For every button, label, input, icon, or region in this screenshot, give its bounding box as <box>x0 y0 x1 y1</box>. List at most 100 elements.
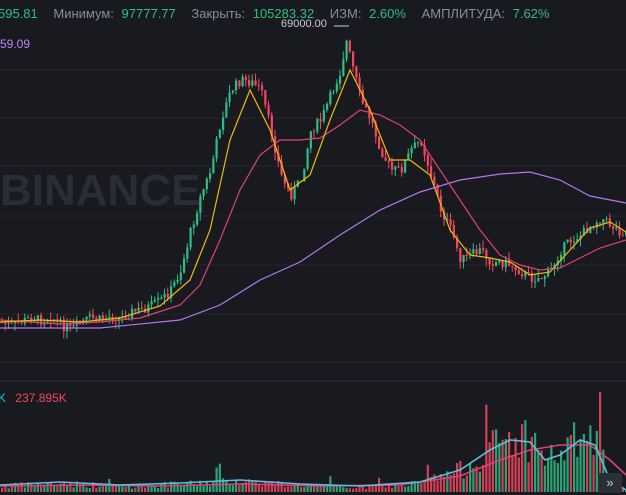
candle <box>157 298 160 300</box>
volume-bar <box>170 481 173 492</box>
volume-bar <box>368 486 371 492</box>
volume-bar <box>621 488 624 492</box>
ma-slow-line <box>0 171 626 329</box>
volume-bar <box>569 435 572 492</box>
volume-bar <box>478 471 481 492</box>
candle <box>293 187 296 200</box>
volume-bar <box>498 442 501 492</box>
volume-bar <box>433 474 436 492</box>
volume-bar <box>270 481 273 492</box>
candle <box>365 103 368 108</box>
candle <box>173 282 176 287</box>
candle <box>410 148 413 154</box>
volume-bar <box>140 486 143 492</box>
candle <box>345 40 348 60</box>
candle <box>228 92 231 103</box>
volume-bar <box>14 483 17 492</box>
volume-bar <box>287 486 290 492</box>
volume-bar <box>49 481 52 492</box>
volume-bar <box>1 487 4 492</box>
volume-bar <box>212 481 215 492</box>
volume-bar <box>313 484 316 492</box>
candle <box>615 227 618 229</box>
volume-bar <box>452 473 455 492</box>
volume-bar <box>508 431 511 492</box>
volume-bar <box>118 486 121 492</box>
volume-bar <box>166 487 169 492</box>
volume-bar <box>322 484 325 492</box>
volume-bar <box>10 485 13 492</box>
volume-bar <box>547 457 550 492</box>
candle <box>384 157 387 161</box>
volume-bar <box>196 485 199 492</box>
volume-bar <box>495 429 498 492</box>
candle <box>1 322 4 323</box>
candle <box>449 219 452 225</box>
volume-bar <box>98 486 101 492</box>
volume-bar <box>56 485 59 492</box>
candle <box>322 109 325 122</box>
candle <box>433 176 436 185</box>
candle <box>36 315 39 322</box>
candle <box>254 80 257 86</box>
volume-bar <box>316 485 319 492</box>
volume-bar <box>124 487 127 492</box>
volume-bar <box>251 480 254 492</box>
volume-bar <box>290 486 293 492</box>
candle <box>527 271 530 273</box>
volume-bar <box>501 439 504 492</box>
volume-bar <box>446 471 449 492</box>
volume-bar <box>173 481 176 492</box>
candle <box>612 226 615 229</box>
volume-bar <box>121 486 124 492</box>
candle <box>251 80 254 86</box>
candle <box>420 142 423 146</box>
volume-bar <box>27 482 30 492</box>
volume-bar <box>36 483 39 492</box>
close-value: 105283.32 <box>252 6 315 21</box>
candle <box>569 239 572 243</box>
volume-bar <box>530 436 533 492</box>
volume-bar <box>134 487 137 492</box>
candle <box>339 75 342 84</box>
close-label: Закрыть: <box>191 6 246 21</box>
double-chevron-right-icon[interactable]: » <box>598 473 622 493</box>
volume-bar <box>540 450 543 492</box>
candle <box>498 260 501 263</box>
candle <box>121 316 124 318</box>
candle <box>595 222 598 228</box>
candle <box>589 226 592 234</box>
volume-bar <box>238 485 241 492</box>
volume-bar <box>426 464 429 492</box>
volume-bar <box>566 437 569 492</box>
volume-bar <box>374 485 377 492</box>
volume-bar <box>436 480 439 492</box>
candle <box>280 161 283 175</box>
volume-bar <box>225 480 228 492</box>
volume-bar <box>371 485 374 492</box>
low-label: Минимум: <box>53 6 114 21</box>
candle <box>374 123 377 137</box>
volume-bar <box>384 487 387 492</box>
volume-bar <box>553 460 556 492</box>
volume-bar <box>101 485 104 492</box>
volume-bar <box>111 484 114 492</box>
candle <box>472 249 475 254</box>
volume-bar <box>92 482 95 492</box>
candle <box>88 314 91 317</box>
volume-bar <box>537 450 540 492</box>
volume-bar <box>296 483 299 492</box>
candle <box>524 271 527 277</box>
volume-ma-slow-line <box>0 444 626 487</box>
candle <box>621 235 624 237</box>
volume-bar <box>599 392 602 492</box>
volume-bar <box>420 483 423 492</box>
candle <box>150 301 153 305</box>
volume-bar <box>485 404 488 492</box>
candle <box>215 138 218 159</box>
candle <box>163 293 166 298</box>
volume-legend: K 237.895K <box>0 391 67 405</box>
candle <box>404 159 407 173</box>
volume-bar <box>521 424 524 492</box>
